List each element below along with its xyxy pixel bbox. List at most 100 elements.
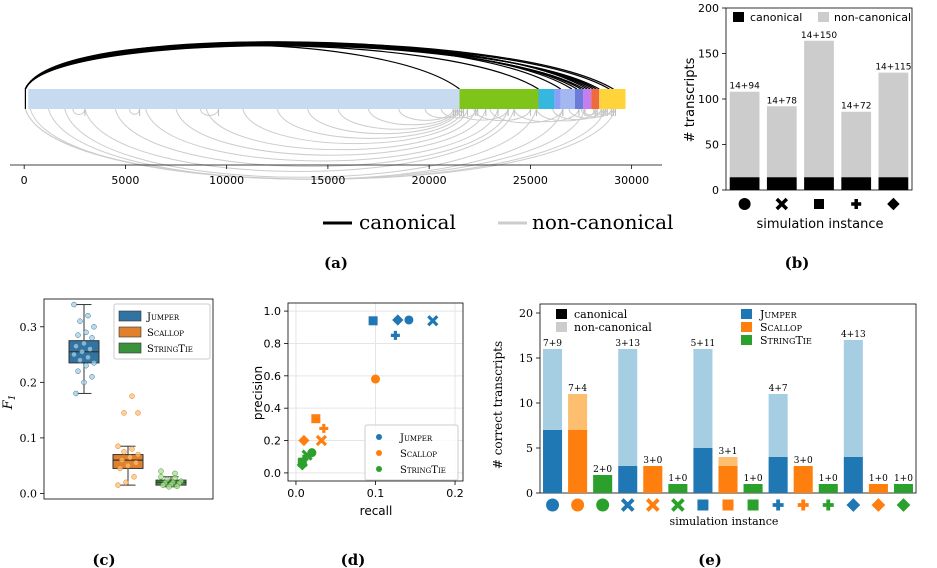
legend-canonical-label: canonical (574, 308, 628, 321)
data-point (119, 457, 125, 463)
y-tick-label: 0.2 (20, 376, 38, 389)
data-point (160, 482, 166, 488)
y-tick-label: 20 (519, 307, 533, 320)
legend-stringtie-swatch (741, 335, 752, 345)
bar-data-label: 14+115 (875, 63, 911, 73)
x-tick-label: 25000 (513, 174, 548, 187)
data-point (127, 454, 133, 461)
y-axis-label-sub: 1 (8, 395, 18, 401)
scallop-canonical-bar (793, 466, 813, 493)
category-x-marker (775, 197, 789, 211)
non-canonical-arc (199, 108, 220, 116)
canonical-arc (24, 43, 578, 90)
x-tick-label: 0.1 (367, 487, 385, 500)
stringtie-canonical-bar (668, 484, 688, 493)
stringtie-canonical-bar (893, 484, 913, 493)
category-plus-stringtie-marker (822, 499, 834, 511)
y-tick-label: 0.0 (20, 487, 38, 500)
genome-segment (591, 89, 600, 109)
data-point (89, 374, 95, 380)
canonical-bar (729, 177, 760, 190)
genome-segment (538, 89, 555, 109)
category-square-jumper-marker (697, 499, 709, 511)
legend-scallop-marker (376, 450, 382, 456)
bar-data-label: 4+7 (769, 384, 788, 394)
data-point (77, 318, 83, 324)
legend-stringtie-marker (376, 466, 382, 472)
data-point (166, 484, 172, 490)
panel-e-bar-chart: 0 5 10 15 20 7+9 7+4 2+0 3+13 3+0 1+0 5+11 3+1 1+0 4+… (491, 303, 917, 568)
category-plus-jumper-marker (772, 499, 784, 511)
bar-data-label: 3+1 (719, 447, 738, 457)
y-tick-label: 0.0 (264, 467, 282, 480)
non-canonical-arc (47, 108, 564, 180)
stringtie-canonical-bar (743, 484, 763, 493)
legend: Jumper Scallop StringTie (113, 303, 211, 360)
legend-scallop-label: Scallop (760, 321, 803, 334)
x-tick-label: 0 (21, 174, 28, 187)
non-canonical-arc (552, 108, 602, 120)
non-canonical-arc (128, 108, 141, 115)
x-axis-label: simulation instance (757, 217, 884, 232)
data-point (81, 340, 87, 347)
jumper-square-point (368, 316, 378, 326)
non-canonical-bar (729, 91, 760, 178)
panel-a-arc-chart: 0 5000 10000 15000 20000 25000 30000 canonical… (10, 41, 673, 272)
legend-canonical-swatch (556, 309, 567, 319)
scallop-x-point (315, 434, 328, 447)
bar-data-label: 3+13 (615, 339, 640, 349)
bar-data-label: 1+0 (744, 474, 763, 484)
y-tick-label: 100 (698, 93, 719, 106)
y-tick-label: 0.1 (20, 432, 38, 445)
data-point (135, 410, 141, 416)
x-tick-label: 5000 (111, 174, 139, 187)
jumper-x-point (427, 315, 439, 327)
genome-segment (459, 89, 539, 109)
stringtie-canonical-bar (818, 484, 838, 493)
panel-b-bar-chart: 0 50 100 150 200 14+94 14+78 14+150 14+72 14+115… (683, 2, 913, 272)
non-canonical-arc (307, 108, 461, 135)
non-canonical-arc (64, 108, 537, 178)
x-axis-ticks: 0 5000 10000 15000 20000 25000 30000 (21, 165, 649, 187)
jumper-canonical-bar (693, 448, 713, 493)
legend-jumper-label: Jumper (759, 308, 798, 321)
data-point (133, 460, 139, 466)
bar-data-label: 14+72 (841, 102, 871, 112)
data-point (83, 329, 89, 336)
jumper-canonical-bar (618, 466, 638, 493)
scallop-circle-point (371, 374, 380, 384)
non-canonical-arc (582, 108, 598, 116)
scallop-plus-point (319, 423, 329, 433)
category-markers (738, 197, 900, 211)
data-point (121, 449, 127, 455)
bar-data-label: 3+0 (643, 456, 662, 466)
non-canonical-arc (205, 108, 477, 151)
panel-label-d: (d) (341, 551, 366, 568)
bar-data-label: 1+0 (869, 474, 888, 484)
data-point (135, 451, 141, 458)
non-canonical-arc (489, 108, 564, 124)
category-circle-jumper-marker (546, 498, 560, 512)
data-point (131, 474, 137, 480)
x-tick-label: 15000 (310, 174, 345, 187)
category-square-marker (814, 199, 824, 209)
jumper-non-canonical-bar (693, 349, 713, 448)
category-x-scallop-marker (645, 498, 660, 512)
legend-noncanonical-label: non-canonical (532, 210, 673, 234)
jumper-non-canonical-bar (543, 349, 563, 430)
y-axis-label: F1 (1, 395, 18, 411)
genome-segment (583, 89, 592, 109)
bars: 7+9 7+4 2+0 3+13 3+0 1+0 5+11 3+1 1+0 4+7 3+0 1+0 4+… (543, 330, 913, 493)
data-point (91, 324, 97, 330)
legend: canonical non-canonical (323, 210, 673, 234)
legend-jumper-swatch (118, 310, 142, 322)
data-point (174, 483, 180, 489)
x-tick-label: 20000 (412, 174, 447, 187)
canonical-arc (24, 44, 597, 90)
canonical-arcs (24, 41, 614, 109)
bar-data-label: 1+0 (819, 474, 838, 484)
category-circle-marker (738, 198, 751, 210)
category-circle-scallop-marker (571, 498, 585, 512)
category-square-stringtie-marker (747, 499, 759, 511)
